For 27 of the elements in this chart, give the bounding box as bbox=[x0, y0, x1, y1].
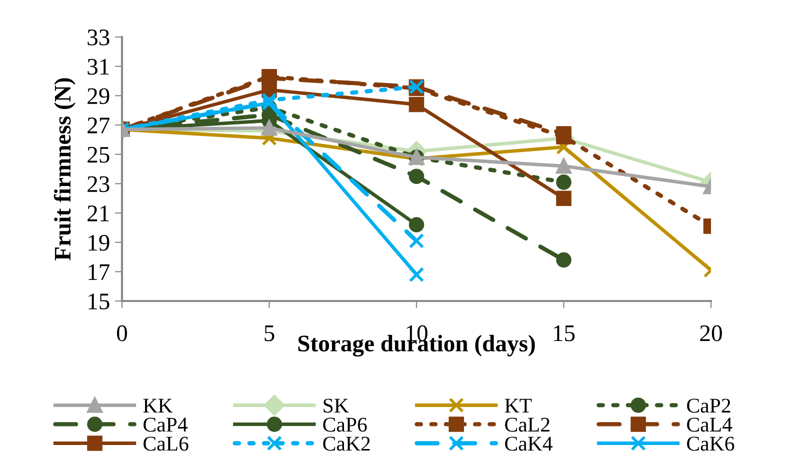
y-tick-label: 31 bbox=[88, 58, 109, 75]
y-tick-label: 19 bbox=[88, 234, 110, 251]
legend-label: CaP6 bbox=[323, 418, 367, 432]
legend-label: KK bbox=[143, 398, 173, 412]
x-tick-label: 20 bbox=[700, 325, 722, 342]
y-tick-label: 25 bbox=[88, 146, 110, 163]
y-tick-label: 33 bbox=[88, 30, 110, 46]
legend-label: CaK2 bbox=[323, 436, 370, 451]
y-tick-label: 17 bbox=[88, 264, 110, 280]
y-tick-label: 21 bbox=[88, 206, 109, 222]
y-tick-label: 27 bbox=[88, 118, 110, 134]
legend-label: CaK6 bbox=[687, 436, 734, 451]
legend-label: CaL6 bbox=[144, 436, 188, 451]
legend-label: CaL2 bbox=[505, 418, 550, 432]
legend-label: CaL4 bbox=[687, 418, 732, 432]
y-tick-label: 23 bbox=[88, 176, 110, 192]
legend-label: CaK4 bbox=[505, 436, 553, 451]
legend-label: KT bbox=[504, 398, 532, 412]
legend-label: CaP4 bbox=[144, 418, 188, 432]
x-tick-label: 0 bbox=[116, 325, 128, 342]
legend-label: SK bbox=[324, 398, 349, 413]
y-axis-title: Fruit firmness (N) bbox=[54, 78, 76, 260]
x-tick-label: 15 bbox=[554, 325, 575, 342]
y-tick-label: 29 bbox=[88, 88, 110, 104]
x-tick-label: 5 bbox=[264, 326, 274, 342]
legend-label: CaP2 bbox=[687, 398, 730, 413]
y-tick-label: 15 bbox=[88, 294, 110, 310]
